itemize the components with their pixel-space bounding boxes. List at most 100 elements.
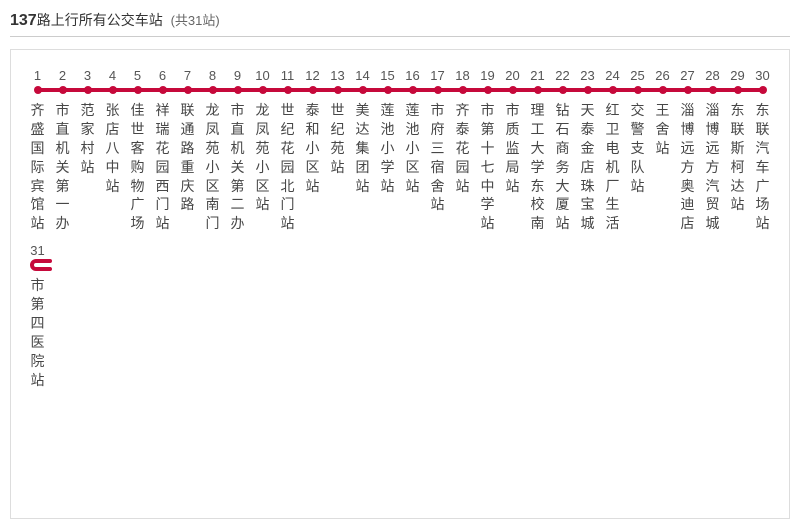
stop-name: 龙凤苑小区站 xyxy=(250,101,275,214)
stop-name: 张店八中站 xyxy=(100,101,125,195)
stop-index: 5 xyxy=(125,68,150,83)
title-suffix: 路上行所有公交车站 xyxy=(37,12,163,28)
stop-name: 钻石商务大厦站 xyxy=(550,101,575,233)
stop-index: 3 xyxy=(75,68,100,83)
title-bar: 137路上行所有公交车站 (共31站) xyxy=(10,10,790,37)
stop-index: 14 xyxy=(350,68,375,83)
stop-count: (共31站) xyxy=(171,13,220,28)
stop-dot xyxy=(584,86,592,94)
stop-name: 祥瑞花园西门站 xyxy=(150,101,175,233)
stop-name: 莲池小区站 xyxy=(400,101,425,195)
stop-name: 泰和小区站 xyxy=(300,101,325,195)
stop-dot xyxy=(709,86,717,94)
stop-index: 18 xyxy=(450,68,475,83)
stop-name: 市直机关第二办 xyxy=(225,101,250,233)
stop-index: 31 xyxy=(25,243,50,258)
stop-dot xyxy=(184,86,192,94)
stop-dot xyxy=(409,86,417,94)
stop-dot xyxy=(509,86,517,94)
stop-dot xyxy=(559,86,567,94)
stop-dot xyxy=(759,86,767,94)
stop-index: 24 xyxy=(600,68,625,83)
stop-index: 22 xyxy=(550,68,575,83)
stop-dot xyxy=(459,86,467,94)
stop-name: 美达集团站 xyxy=(350,101,375,195)
stop-dot xyxy=(684,86,692,94)
stop-name: 世纪花园北门站 xyxy=(275,101,300,233)
stop-name: 红卫电机厂生活 xyxy=(600,101,625,233)
stop-name: 东联斯柯达站 xyxy=(725,101,750,214)
stop-dot xyxy=(634,86,642,94)
stop-index: 30 xyxy=(750,68,775,83)
stop-index: 7 xyxy=(175,68,200,83)
stop-dot xyxy=(534,86,542,94)
stop-index: 4 xyxy=(100,68,125,83)
stop-index: 26 xyxy=(650,68,675,83)
stop-name: 淄博远方汽贸城 xyxy=(700,101,725,233)
stop-row-1: 1234567891011121314151617181920212223242… xyxy=(25,68,775,233)
stop-name: 市府三宿舍站 xyxy=(425,101,450,214)
stop-index: 9 xyxy=(225,68,250,83)
stop-index: 13 xyxy=(325,68,350,83)
stop-index: 29 xyxy=(725,68,750,83)
stop-index: 19 xyxy=(475,68,500,83)
route-diagram: 1234567891011121314151617181920212223242… xyxy=(10,49,790,519)
stop-row-2: 31 市第四医院站 xyxy=(25,243,775,389)
stop-name: 市直机关第一办 xyxy=(50,101,75,233)
stop-index: 12 xyxy=(300,68,325,83)
stop-dot xyxy=(334,86,342,94)
stop-dot xyxy=(209,86,217,94)
stop-index: 23 xyxy=(575,68,600,83)
stop-dot xyxy=(134,86,142,94)
stop-dot xyxy=(434,86,442,94)
stop-dot xyxy=(84,86,92,94)
stop-dot xyxy=(259,86,267,94)
stop-name: 市第十七中学站 xyxy=(475,101,500,233)
stop-index: 15 xyxy=(375,68,400,83)
stop-dot xyxy=(109,86,117,94)
stop-dot xyxy=(609,86,617,94)
terminal-icon xyxy=(28,259,54,271)
stop-name: 市第四医院站 xyxy=(25,276,50,389)
stop-name: 理工大学东校南 xyxy=(525,101,550,233)
stop-name: 王舍站 xyxy=(650,101,675,158)
stop-index: 11 xyxy=(275,68,300,83)
stop-index: 17 xyxy=(425,68,450,83)
stop-dot xyxy=(384,86,392,94)
stop-dot xyxy=(234,86,242,94)
stop-name: 淄博远方奥迪店 xyxy=(675,101,700,233)
stop-name: 龙凤苑小区南门 xyxy=(200,101,225,233)
stop-index: 20 xyxy=(500,68,525,83)
stop-dot xyxy=(59,86,67,94)
stop-name: 联通路重庆路 xyxy=(175,101,200,214)
stop-dot xyxy=(734,86,742,94)
stop-name: 范家村站 xyxy=(75,101,100,177)
stop-name: 东联汽车广场站 xyxy=(750,101,775,233)
stop-index: 21 xyxy=(525,68,550,83)
stop-name: 天泰金店珠宝城 xyxy=(575,101,600,233)
stop-index: 16 xyxy=(400,68,425,83)
stop-name: 世纪苑站 xyxy=(325,101,350,177)
stop-name: 交警支队站 xyxy=(625,101,650,195)
stop-name: 市质监局站 xyxy=(500,101,525,195)
stop-dot xyxy=(359,86,367,94)
stop-name: 齐盛国际宾馆站 xyxy=(25,101,50,233)
route-number: 137 xyxy=(10,12,37,29)
stop-index: 2 xyxy=(50,68,75,83)
stop-index: 1 xyxy=(25,68,50,83)
stop-index: 8 xyxy=(200,68,225,83)
stop-index: 10 xyxy=(250,68,275,83)
stop-index: 27 xyxy=(675,68,700,83)
stop-dot xyxy=(484,86,492,94)
stop-index: 6 xyxy=(150,68,175,83)
stop-dot xyxy=(659,86,667,94)
stop-index: 28 xyxy=(700,68,725,83)
stop-name: 莲池小学站 xyxy=(375,101,400,195)
stop-dot xyxy=(159,86,167,94)
stop-name: 佳世客购物广场 xyxy=(125,101,150,233)
stop-name: 齐泰花园站 xyxy=(450,101,475,195)
stop-dot xyxy=(309,86,317,94)
stop-dot xyxy=(284,86,292,94)
stop-index: 25 xyxy=(625,68,650,83)
stop-dot xyxy=(34,86,42,94)
